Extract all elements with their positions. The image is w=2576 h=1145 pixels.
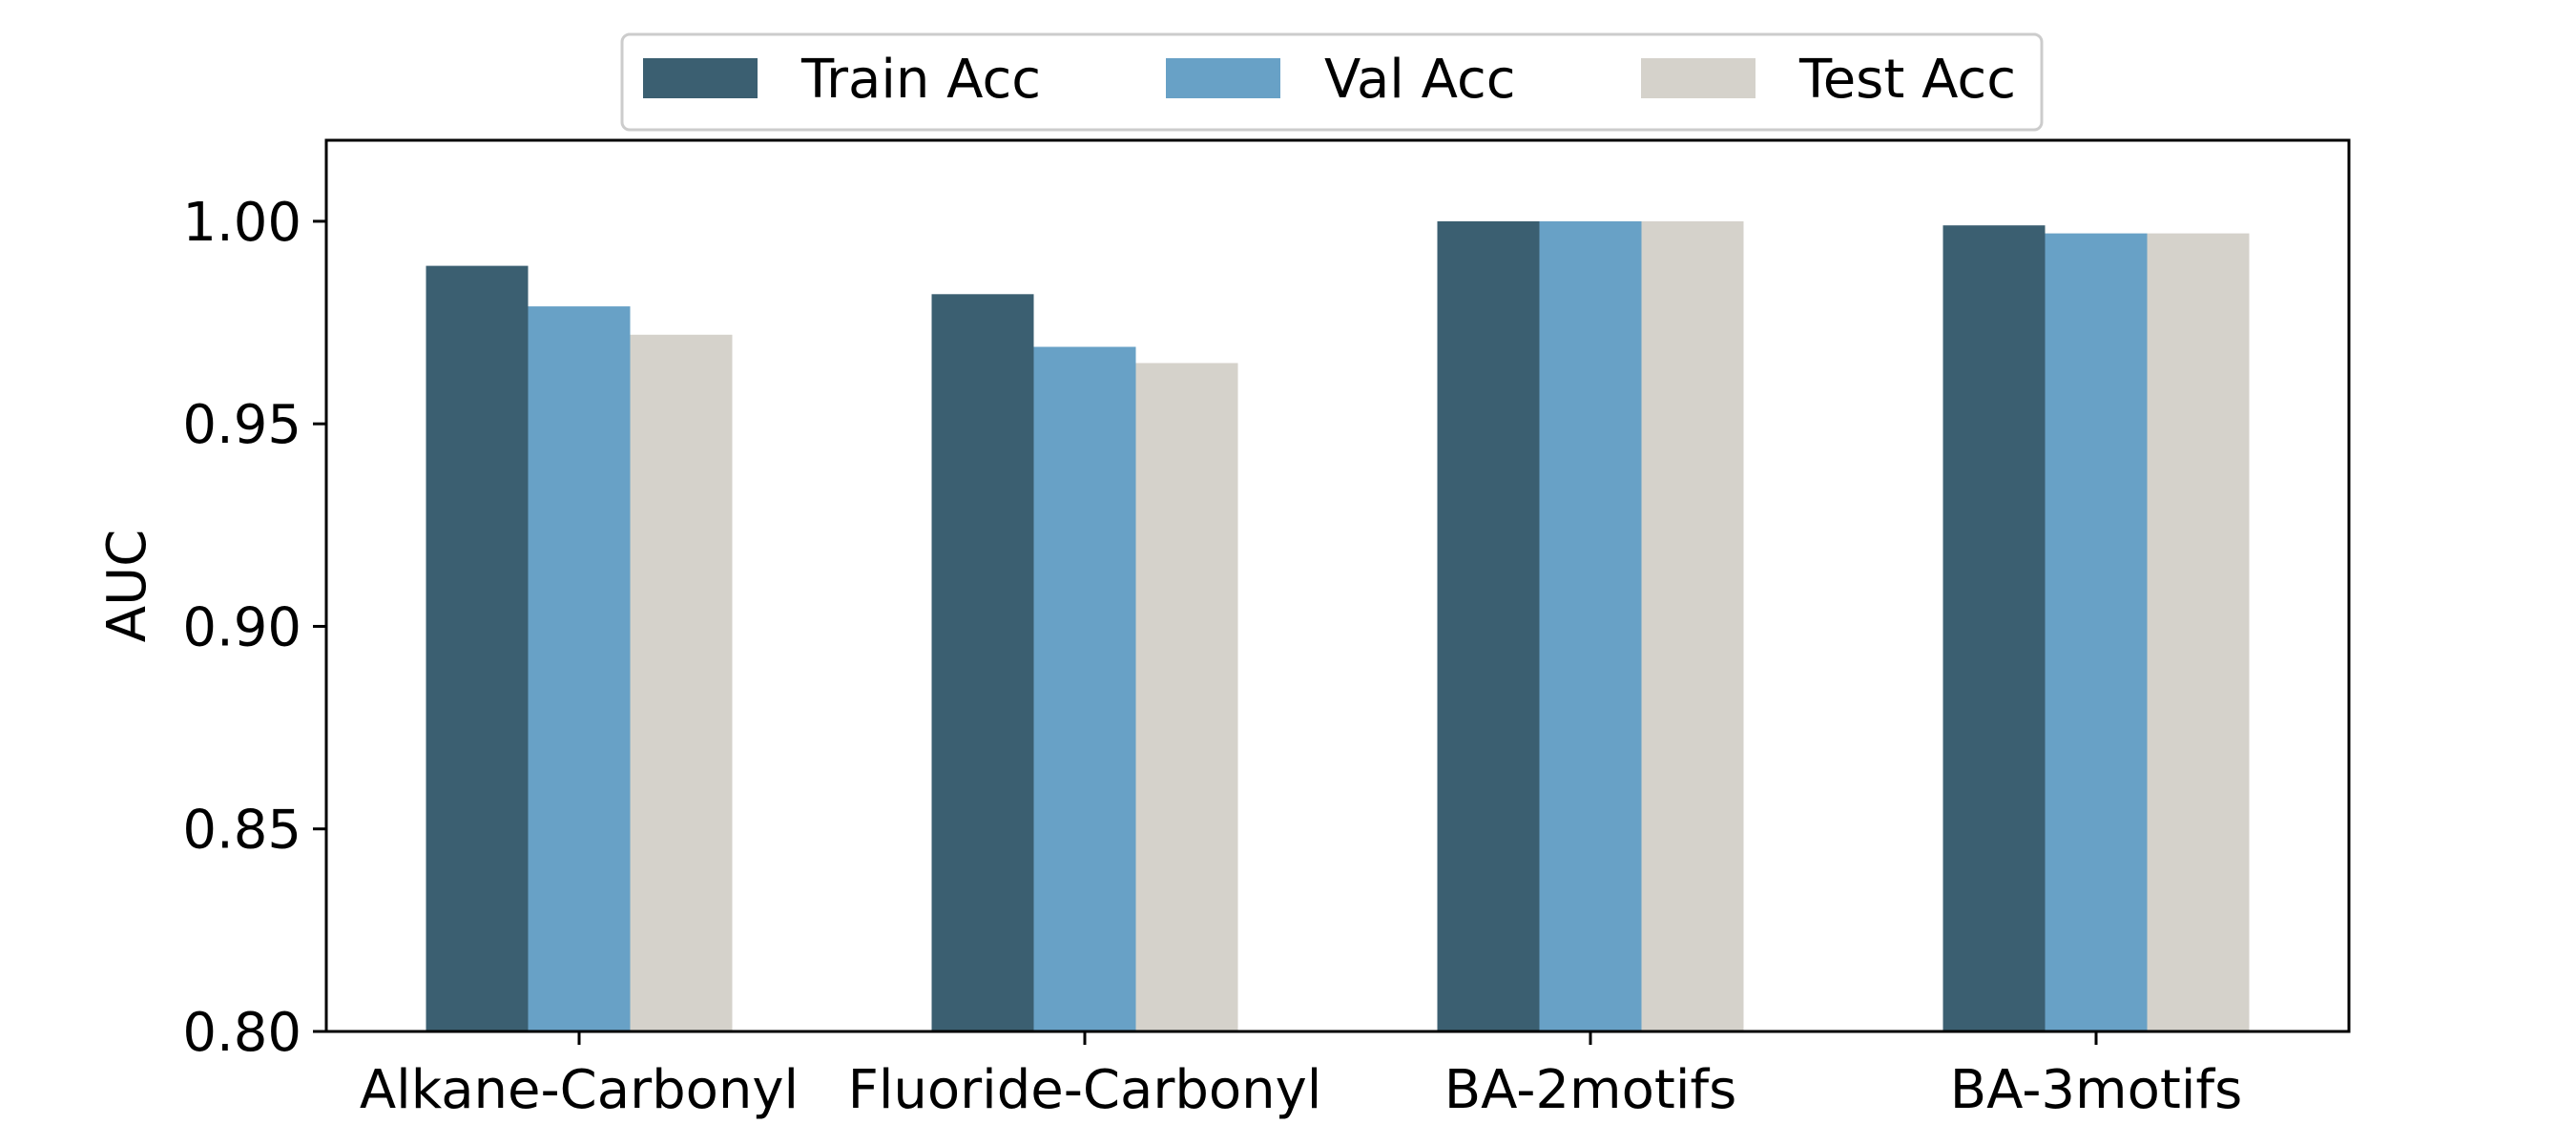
x-tick-label: Fluoride-Carbonyl: [848, 1059, 1322, 1121]
bar-train-acc-alkane-carbonyl: [426, 265, 529, 1032]
bar-train-acc-ba-3motifs: [1942, 225, 2046, 1031]
y-tick-label: 0.85: [182, 800, 301, 862]
bar-test-acc-ba-3motifs: [2147, 233, 2250, 1032]
bar-test-acc-alkane-carbonyl: [630, 334, 733, 1031]
y-tick-label: 0.90: [182, 596, 301, 658]
legend: Train Acc Val Acc Test Acc: [620, 32, 2044, 132]
bar-train-acc-ba-2motifs: [1437, 220, 1540, 1031]
legend-swatch-val-acc: [1166, 58, 1280, 98]
legend-swatch-train-acc: [643, 58, 758, 98]
y-tick-label: 0.80: [182, 1002, 301, 1064]
plot-frame: [324, 138, 2351, 1033]
bar-test-acc-ba-2motifs: [1641, 220, 1744, 1031]
x-tick-label: Alkane-Carbonyl: [360, 1059, 799, 1121]
bars: [426, 220, 2250, 1032]
bar-train-acc-fluoride-carbonyl: [931, 294, 1034, 1031]
x-tick-label: BA-2motifs: [1444, 1059, 1737, 1121]
y-axis-title: AUC: [96, 530, 158, 642]
bar-test-acc-fluoride-carbonyl: [1135, 363, 1238, 1031]
bar-val-acc-fluoride-carbonyl: [1033, 346, 1136, 1031]
bar-val-acc-alkane-carbonyl: [528, 306, 631, 1032]
y-axis: 0.80 0.85 0.90 0.95 1.00: [182, 192, 326, 1064]
legend-swatch-test-acc: [1641, 58, 1755, 98]
legend-label-val-acc: Val Acc: [1324, 49, 1516, 111]
bar-val-acc-ba-2motifs: [1539, 220, 1642, 1031]
legend-label-test-acc: Test Acc: [1798, 49, 2016, 111]
bar-val-acc-ba-3motifs: [2045, 233, 2148, 1032]
y-tick-label: 1.00: [182, 192, 301, 254]
x-tick-label: BA-3motifs: [1950, 1059, 2243, 1121]
x-axis: Alkane-Carbonyl Fluoride-Carbonyl BA-2moti…: [360, 1031, 2242, 1121]
y-tick-label: 0.95: [182, 394, 301, 456]
legend-label-train-acc: Train Acc: [800, 49, 1041, 111]
